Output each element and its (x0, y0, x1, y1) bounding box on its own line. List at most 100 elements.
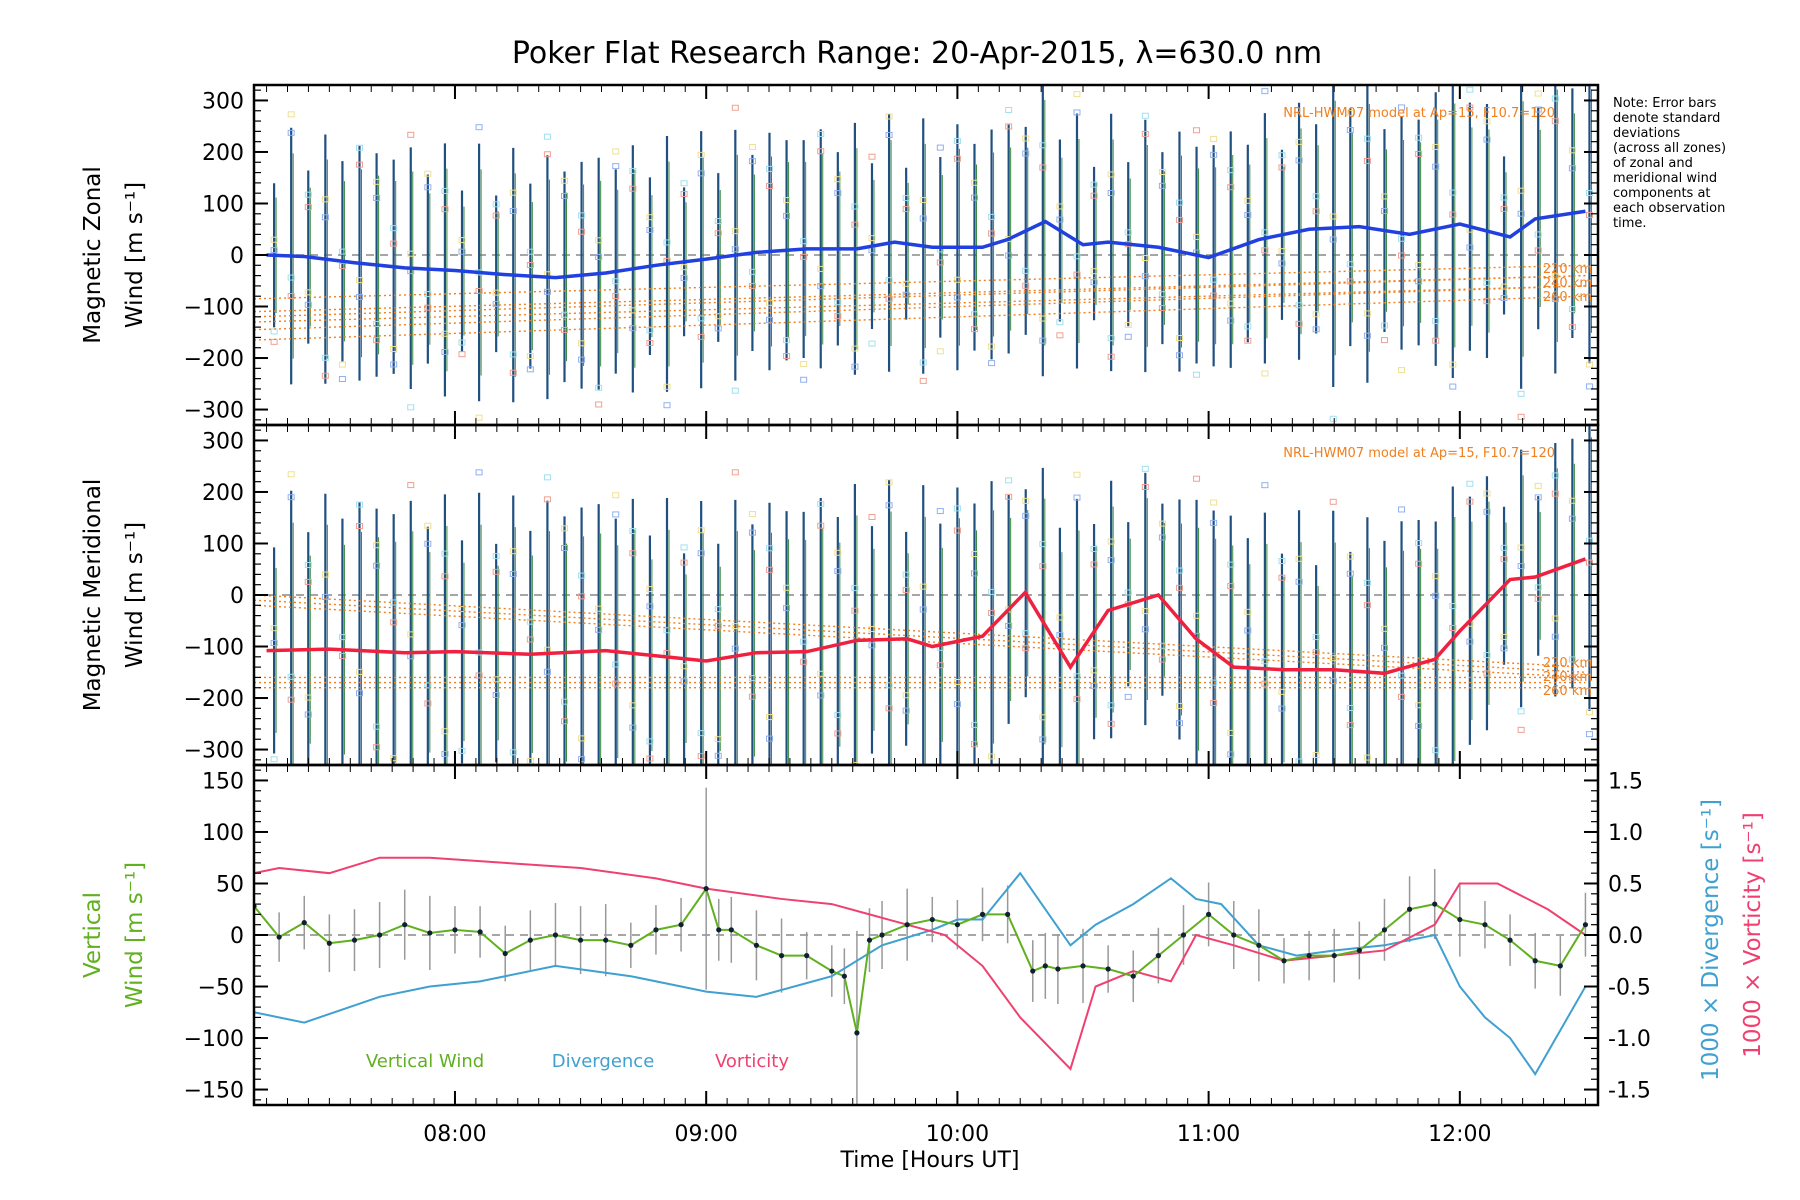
zone-marker (509, 189, 517, 196)
vertical-wind-point (1180, 932, 1187, 938)
zone-marker (338, 375, 346, 382)
zone-marker (373, 744, 381, 751)
panel-meridional: NRL-HWM07 model at Ap=15, F10.7=120 220 k… (80, 423, 1600, 830)
zone-marker (765, 714, 773, 721)
panel-frame (252, 763, 1600, 1107)
zone-marker (748, 268, 756, 275)
zone-marker (509, 570, 517, 577)
zone-marker (1449, 383, 1457, 390)
zone-marker (596, 814, 602, 819)
zone-marker (646, 755, 654, 762)
zone-marker (697, 550, 705, 557)
zone-marker (1073, 494, 1081, 501)
zone-marker (578, 756, 586, 763)
zone-marker (1329, 678, 1337, 685)
y-tick-label: 200 (202, 141, 244, 166)
zone-marker (1022, 645, 1030, 652)
zone-marker (595, 253, 603, 260)
zone-marker (1073, 696, 1081, 703)
zone-marker (612, 278, 620, 285)
vertical-wind-point (866, 937, 873, 943)
zone-marker (1244, 627, 1252, 634)
zone-marker (1380, 193, 1388, 200)
zone-marker (1432, 143, 1440, 150)
vertical-wind-line (254, 886, 1587, 1034)
vertical-wind-point (402, 922, 408, 928)
zone-marker (1466, 86, 1474, 93)
model-line (254, 594, 1586, 668)
zone-marker (989, 775, 995, 780)
zone-marker (1466, 638, 1474, 645)
zone-marker (783, 212, 791, 219)
zone-marker (1022, 135, 1030, 142)
zone-marker (800, 376, 808, 383)
zone-marker (1295, 157, 1303, 164)
zone-marker (1585, 559, 1593, 566)
zone-marker (492, 201, 500, 208)
zone-marker (287, 471, 295, 478)
zone-marker (765, 566, 773, 573)
zone-marker (953, 155, 961, 162)
zone-marker (304, 694, 312, 701)
y-tick-label: 100 (202, 192, 244, 217)
zone-marker (1534, 106, 1542, 113)
zone-marker (1210, 151, 1218, 158)
zone-marker (321, 372, 329, 379)
zone-marker (885, 132, 893, 139)
zone-marker (1227, 317, 1235, 324)
vertical-wind-point (552, 932, 559, 938)
zone-marker (1568, 147, 1576, 154)
zone-marker (1278, 152, 1286, 159)
altitude-label: 220 km (1543, 656, 1592, 671)
vertical-wind-point (1055, 966, 1061, 972)
zone-marker (1193, 233, 1201, 240)
zone-marker (834, 712, 842, 719)
zone-marker (902, 291, 910, 298)
plot-area-meridional (254, 425, 1598, 830)
zone-marker (408, 825, 414, 830)
zone-marker (339, 801, 345, 806)
altitude-label: 260 km (1543, 684, 1592, 699)
zone-marker (1005, 493, 1013, 500)
zone-marker (1261, 88, 1269, 95)
zone-marker (441, 206, 449, 213)
zone-marker (970, 551, 978, 558)
zone-marker (1483, 508, 1491, 515)
zone-marker (1278, 248, 1286, 255)
zone-marker (783, 197, 791, 204)
vertical-wind-point (1256, 942, 1262, 948)
vertical-wind-point (854, 1030, 860, 1036)
zone-marker (1466, 498, 1474, 505)
legend-label: Vertical Wind (366, 1051, 484, 1072)
altitude-label: 220 km (1543, 262, 1592, 277)
vertical-wind-point (1281, 958, 1287, 964)
model-line (254, 285, 1586, 331)
zone-marker (1158, 182, 1166, 189)
zone-marker (1107, 353, 1115, 360)
vertical-wind-point (904, 922, 910, 928)
zone-marker (1158, 305, 1166, 312)
zone-marker (1329, 213, 1337, 220)
y-axis-label: Magnetic Meridional (80, 479, 106, 712)
zone-marker (561, 718, 569, 725)
zone-marker (390, 755, 398, 762)
zone-marker (817, 148, 825, 155)
zone-marker (1227, 561, 1235, 568)
vorticity-axis-label: 1000 × Vorticity [s⁻¹] (1740, 812, 1766, 1058)
zone-marker (1415, 540, 1423, 547)
zone-marker (1245, 774, 1251, 779)
model-line (254, 264, 1586, 300)
zone-marker (1466, 480, 1474, 487)
y2-tick-label: -1.0 (1608, 1027, 1651, 1052)
zone-marker (1364, 777, 1370, 782)
zone-marker (270, 236, 278, 243)
zone-marker (1483, 490, 1491, 497)
zone-marker (1568, 324, 1576, 331)
zone-marker (1551, 490, 1559, 497)
zone-marker (1329, 498, 1337, 505)
zone-marker (561, 311, 569, 318)
zone-marker (1534, 584, 1542, 591)
model-line (254, 295, 1586, 341)
zone-marker (988, 588, 996, 595)
zone-marker (1158, 534, 1166, 541)
